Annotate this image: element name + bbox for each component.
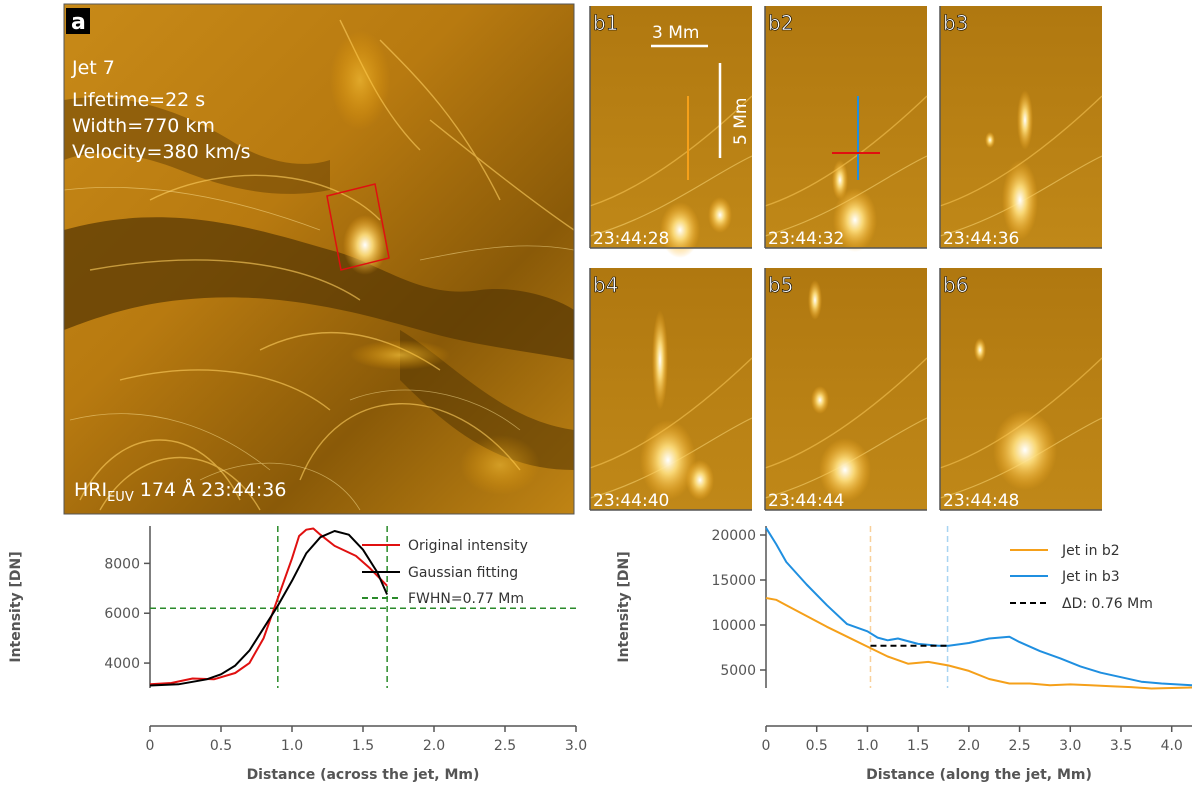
right-chart-x-tick-label: 3.5 [1110, 738, 1132, 754]
panel-b4-jet-glow [640, 420, 696, 500]
left-chart-x-tick-label: 1.5 [352, 738, 374, 754]
panel-b5-loop [764, 357, 928, 469]
panel-label-b1: b1 [593, 11, 618, 35]
left-chart-y-tick-label: 8000 [104, 556, 140, 572]
panel-b4: b4 23:44:40 [589, 268, 753, 511]
width-label: Width=770 km [72, 115, 215, 137]
panel-label-bg [66, 8, 90, 34]
right-chart-y-tick-label: 10000 [711, 618, 756, 634]
panel-b6-jet-glow [993, 410, 1057, 490]
panel-b1: b1 23:44:28 [589, 6, 753, 258]
right-chart-y-tick-label: 5000 [720, 663, 756, 679]
panel-b2-jet-glow [833, 188, 877, 252]
legend-label-0: Original intensity [408, 538, 528, 554]
right-chart-y-axis-title: Intensity [DN] [616, 551, 632, 662]
panel-b5-jet-glow [811, 386, 829, 414]
panel-label-b3: b3 [943, 11, 968, 35]
panel-time-b5: 23:44:44 [768, 491, 844, 511]
left-chart-y-tick-label: 4000 [104, 656, 140, 672]
left-chart-x-axis-title: Distance (across the jet, Mm) [247, 767, 480, 783]
series-jet-in-b2 [765, 597, 1193, 690]
panel-b4-loop [589, 357, 753, 469]
left-chart-x-tick-label: 2.5 [494, 738, 516, 754]
series-original-intensity [149, 527, 388, 686]
panel-b1-jet-glow [708, 197, 732, 233]
instrument-label: HRIEUV 174 Å 23:44:36 [74, 478, 286, 505]
panel-b2-loop [764, 95, 928, 207]
panel-time-b3: 23:44:36 [943, 229, 1019, 249]
right-chart-x-axis-title: Distance (along the jet, Mm) [866, 767, 1092, 783]
panel-b3: b3 23:44:36 [939, 6, 1103, 249]
chart-left: 0 0.5 1.0 1.5 2.0 2.5 3.0 4000 6000 8000 Distance … [8, 526, 587, 783]
legend-label-1: Jet in b3 [1061, 569, 1120, 585]
panel-b1-jet-glow [660, 202, 700, 258]
panel-b3-jet-glow [985, 132, 995, 148]
right-chart-x-tick-label: 2.0 [958, 738, 980, 754]
right-chart-x-tick-label: 1.0 [856, 738, 878, 754]
panel-label-b5: b5 [768, 273, 793, 297]
right-chart-x-tick-label: 4.0 [1161, 738, 1183, 754]
right-chart-x-tick-label: 2.5 [1008, 738, 1030, 754]
left-chart-x-tick-label: 0.5 [210, 738, 232, 754]
panel-b4-jet-glow [686, 460, 714, 500]
right-chart-x-tick-label: 0.5 [806, 738, 828, 754]
scale-bar-vertical-label: 5 Mm [731, 98, 751, 145]
jet-region-box [326, 183, 390, 271]
panel-time-b2: 23:44:32 [768, 229, 844, 249]
panel-label-b6: b6 [943, 273, 968, 297]
left-chart-y-axis-title: Intensity [DN] [8, 551, 24, 662]
panel-b6: b6 23:44:48 [939, 268, 1103, 511]
panel-b3-loop [939, 95, 1103, 207]
panel-b6-jet-glow [974, 338, 986, 362]
panel-time-b1: 23:44:28 [593, 229, 669, 249]
jet-name: Jet 7 [71, 57, 115, 79]
right-chart-x-tick-label: 3.0 [1059, 738, 1081, 754]
panel-b2-jet-glow [832, 160, 848, 200]
scale-bar-horizontal-label: 3 Mm [652, 23, 699, 43]
right-chart-x-tick-label: 0 [762, 738, 771, 754]
main-solar-image [63, 3, 575, 515]
legend-label-0: Jet in b2 [1061, 543, 1120, 559]
panel-b1-loop [589, 155, 753, 237]
legend-label-1: Gaussian fitting [408, 565, 518, 581]
left-chart-y-tick-label: 6000 [104, 606, 140, 622]
panel-b5-jet-glow [819, 438, 871, 502]
panel-grid: b1 23:44:28 b2 23:44:32 b3 23:44:36 b4 23:44:40… [589, 6, 1103, 511]
panel-b2: b2 23:44:32 [764, 6, 928, 252]
panel-time-b6: 23:44:48 [943, 491, 1019, 511]
left-chart-x-tick-label: 3.0 [565, 738, 587, 754]
left-chart-x-tick-label: 0 [146, 738, 155, 754]
panel-b1-loop [589, 95, 753, 207]
velocity-label: Velocity=380 km/s [72, 141, 251, 163]
right-chart-y-tick-label: 20000 [711, 528, 756, 544]
panel-b5-jet-glow [808, 280, 822, 320]
panel-label-a: a [71, 10, 86, 35]
left-chart-x-tick-label: 1.0 [281, 738, 303, 754]
panel-b3-jet-glow [1002, 160, 1038, 240]
right-chart-y-tick-label: 15000 [711, 573, 756, 589]
panel-time-b4: 23:44:40 [593, 491, 669, 511]
chart-right: 0 0.5 1.0 1.5 2.0 2.5 3.0 3.5 4.0 5000 10000 15000 2… [616, 526, 1193, 783]
left-chart-x-tick-label: 2.0 [423, 738, 445, 754]
panel-b5: b5 23:44:44 [764, 268, 928, 511]
series-gaussian-fitting [149, 530, 389, 687]
series-jet-in-b3 [765, 527, 1193, 687]
lifetime-label: Lifetime=22 s [72, 89, 205, 111]
legend-label-2: ΔD: 0.76 Mm [1062, 596, 1153, 612]
panel-b3-jet-glow [1017, 90, 1033, 150]
right-chart-x-tick-label: 1.5 [907, 738, 929, 754]
panel-label-b2: b2 [768, 11, 793, 35]
panel-b4-jet-glow [652, 310, 668, 410]
legend-label-2: FWHN=0.77 Mm [408, 591, 524, 607]
panel-label-b4: b4 [593, 273, 618, 297]
